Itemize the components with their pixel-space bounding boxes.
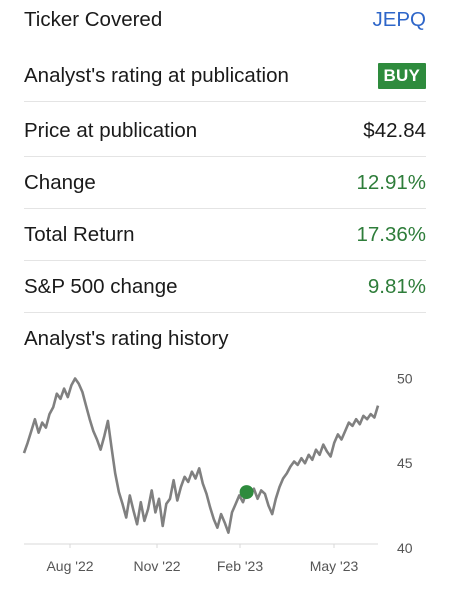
- change-row: Change 12.91%: [24, 157, 426, 209]
- y-tick-label: 50: [397, 371, 413, 387]
- price-value: $42.84: [363, 118, 426, 142]
- y-tick-label: 40: [397, 540, 413, 556]
- plot-area: [22, 377, 380, 534]
- ticker-link[interactable]: JEPQ: [372, 8, 426, 31]
- change-value: 12.91%: [356, 170, 426, 194]
- sp500-label: S&P 500 change: [24, 274, 178, 298]
- price-series-line: [22, 377, 380, 534]
- x-axis: Aug '22 Nov '22 Feb '23 May '23: [24, 543, 378, 574]
- x-tick-label: Feb '23: [217, 558, 263, 574]
- ticker-row: Ticker Covered JEPQ: [24, 0, 426, 46]
- total-return-value: 17.36%: [356, 222, 426, 246]
- buy-rating-marker[interactable]: [239, 485, 254, 500]
- rating-history-svg: 50 45 40 Aug '22 Nov '22 Feb '23 May '23: [22, 371, 413, 574]
- rating-row: Analyst's rating at publication BUY: [24, 50, 426, 102]
- x-tick-label: May '23: [310, 558, 359, 574]
- y-tick-label: 45: [397, 455, 413, 471]
- price-label: Price at publication: [24, 118, 198, 142]
- x-tick-label: Aug '22: [46, 558, 93, 574]
- total-return-label: Total Return: [24, 222, 135, 246]
- buy-rating-badge: BUY: [377, 62, 426, 89]
- y-axis: 50 45 40: [397, 371, 413, 557]
- price-row: Price at publication $42.84: [24, 105, 426, 157]
- total-return-row: Total Return 17.36%: [24, 209, 426, 261]
- change-label: Change: [24, 170, 96, 194]
- rating-history-chart: 50 45 40 Aug '22 Nov '22 Feb '23 May '23: [0, 360, 450, 582]
- x-tick-label: Nov '22: [133, 558, 180, 574]
- ticker-label: Ticker Covered: [24, 8, 163, 31]
- rating-label: Analyst's rating at publication: [24, 63, 289, 87]
- rating-history-title: Analyst's rating history: [24, 327, 229, 350]
- sp500-row: S&P 500 change 9.81%: [24, 261, 426, 313]
- sp500-value: 9.81%: [367, 274, 426, 298]
